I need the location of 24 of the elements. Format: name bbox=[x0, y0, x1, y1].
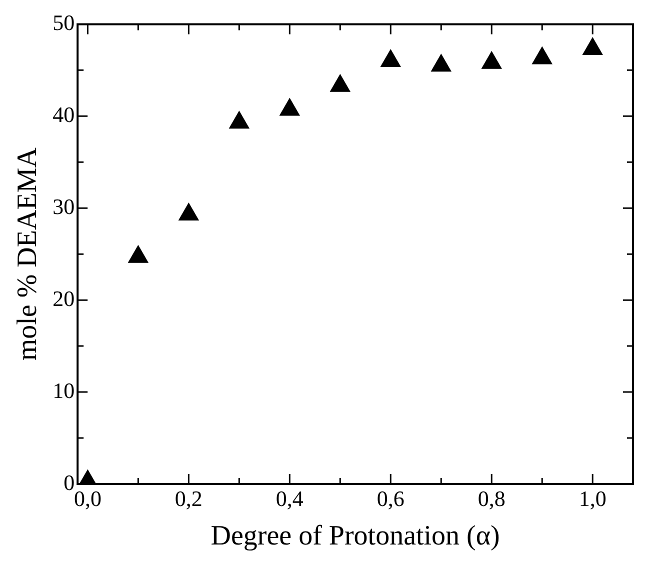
x-tick-label: 0,2 bbox=[174, 486, 202, 511]
point bbox=[532, 46, 552, 64]
x-axis-title: Degree of Protonation (α) bbox=[210, 520, 500, 552]
x-tick-label: 0,4 bbox=[276, 486, 304, 511]
x-tick-label: 0,0 bbox=[74, 486, 102, 511]
point bbox=[229, 111, 250, 129]
point bbox=[431, 54, 452, 72]
y-tick-label: 0 bbox=[64, 470, 75, 495]
x-tick-label: 1,0 bbox=[578, 486, 606, 511]
y-tick-label: 40 bbox=[52, 102, 75, 127]
x-tick-label: 0,6 bbox=[376, 486, 404, 511]
x-tick-label: 0,8 bbox=[478, 486, 506, 511]
point bbox=[482, 51, 502, 69]
point bbox=[178, 203, 199, 221]
point bbox=[582, 38, 603, 56]
point bbox=[280, 98, 300, 116]
y-tick-label: 20 bbox=[52, 286, 75, 311]
y-tick-label: 50 bbox=[52, 10, 75, 35]
y-tick-label: 10 bbox=[52, 378, 75, 403]
y-axis-title: mole % DEAEMA bbox=[12, 146, 44, 361]
y-tick-label: 30 bbox=[52, 194, 75, 219]
point bbox=[128, 245, 148, 263]
point bbox=[330, 74, 350, 92]
point bbox=[380, 49, 401, 67]
